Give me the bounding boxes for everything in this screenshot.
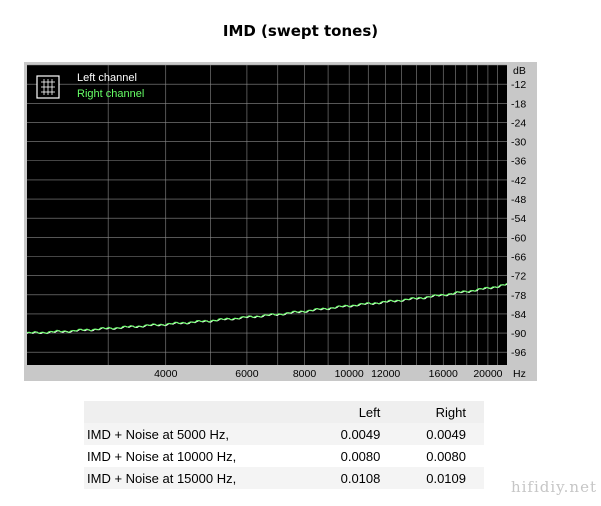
- x-tick-label: 16000: [429, 368, 458, 380]
- chart-title: IMD (swept tones): [222, 22, 379, 40]
- row-label: IMD + Noise at 15000 Hz,: [87, 470, 237, 486]
- y-tick-label: -84: [511, 309, 526, 321]
- row-label: IMD + Noise at 5000 Hz,: [87, 426, 229, 442]
- legend-right-channel: Right channel: [77, 88, 144, 100]
- x-tick-label: 10000: [335, 368, 364, 380]
- left-value: 0.0108: [340, 470, 381, 486]
- right-value: 0.0080: [426, 448, 466, 464]
- y-tick-label: -36: [511, 156, 526, 168]
- table-row: IMD + Noise at 10000 Hz, 0.0080 0.0080: [84, 445, 484, 467]
- y-tick-label: -96: [511, 347, 526, 359]
- y-tick-label: -72: [511, 271, 526, 283]
- imd-chart: -12 -18 -24 -30 -36 -42 -48 -54 -60 -66 -72 -78 -84 -…: [27, 64, 526, 380]
- grid: [27, 64, 507, 365]
- y-tick-label: -18: [511, 98, 526, 110]
- x-axis-unit: Hz: [513, 368, 526, 380]
- table-row: IMD + Noise at 5000 Hz, 0.0049 0.0049: [84, 423, 484, 445]
- left-value: 0.0049: [340, 426, 381, 442]
- row-label: IMD + Noise at 10000 Hz,: [87, 448, 237, 464]
- y-tick-label: -78: [511, 290, 526, 302]
- y-tick-label: -54: [511, 213, 526, 225]
- y-axis-unit: dB: [513, 65, 526, 77]
- y-tick-label: -90: [511, 328, 526, 340]
- x-tick-label: 6000: [235, 368, 259, 380]
- x-tick-label: 12000: [371, 368, 400, 380]
- plot-area: [27, 65, 507, 365]
- y-tick-label: -30: [511, 137, 526, 149]
- table-header-label: [84, 401, 311, 423]
- y-axis: -12 -18 -24 -30 -36 -42 -48 -54 -60 -66 -72 -78 -84 -…: [511, 79, 526, 359]
- x-axis: 4000 6000 8000 10000 12000 16000 20000: [154, 368, 503, 380]
- table-header-row: Left Right: [84, 401, 484, 423]
- right-value: 0.0109: [426, 470, 466, 486]
- series-layer: [27, 282, 507, 335]
- imd-results-table: Left Right IMD + Noise at 5000 Hz, 0.004…: [84, 401, 484, 489]
- y-tick-label: -66: [511, 251, 526, 263]
- table-header-right: Right: [435, 404, 466, 420]
- x-tick-label: 8000: [293, 368, 317, 380]
- legend-icon[interactable]: [36, 75, 60, 99]
- table-row: IMD + Noise at 15000 Hz, 0.0108 0.0109: [84, 467, 484, 489]
- y-tick-label: -12: [511, 79, 526, 91]
- left-value: 0.0080: [340, 448, 381, 464]
- table-header-left: Left: [358, 404, 381, 420]
- series-right-channel-line: [27, 282, 507, 334]
- y-tick-label: -42: [511, 175, 526, 187]
- x-tick-label: 20000: [473, 368, 502, 380]
- chart-frame: -12 -18 -24 -30 -36 -42 -48 -54 -60 -66 -72 -78 -84 -…: [24, 62, 537, 381]
- watermark-text: hifidiy.net: [510, 478, 597, 496]
- legend-left-channel: Left channel: [77, 72, 137, 84]
- y-tick-label: -48: [511, 194, 526, 206]
- y-tick-label: -60: [511, 232, 526, 244]
- x-tick-label: 4000: [154, 368, 178, 380]
- y-tick-label: -24: [511, 117, 526, 129]
- right-value: 0.0049: [426, 426, 466, 442]
